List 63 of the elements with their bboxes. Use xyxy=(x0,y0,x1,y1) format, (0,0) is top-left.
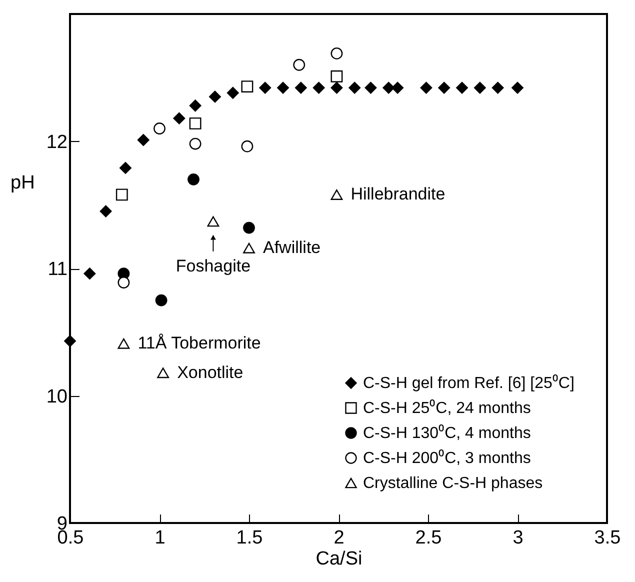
point xyxy=(330,47,343,60)
point xyxy=(364,82,377,94)
x-axis-title: Ca/Si xyxy=(316,548,362,570)
annotation: 11Å Tobermorite xyxy=(138,334,261,353)
point xyxy=(241,140,254,152)
point xyxy=(118,276,130,288)
point xyxy=(84,268,96,280)
point xyxy=(438,82,450,94)
point xyxy=(243,242,255,254)
point xyxy=(330,82,343,94)
point xyxy=(189,117,202,130)
point xyxy=(155,294,168,306)
point xyxy=(226,86,239,99)
point xyxy=(173,112,186,124)
x-tick-label: 2 xyxy=(334,528,344,548)
annotation: Afwillite xyxy=(263,238,321,258)
point xyxy=(348,82,361,94)
point xyxy=(420,82,432,94)
point xyxy=(118,338,130,349)
point xyxy=(259,82,272,94)
point xyxy=(474,82,486,94)
point xyxy=(209,90,221,103)
point xyxy=(312,82,325,94)
annotation: Foshagite xyxy=(176,256,251,276)
y-tick-label: 11 xyxy=(48,259,68,280)
point xyxy=(137,134,150,146)
point xyxy=(277,82,289,94)
point xyxy=(157,368,170,378)
point xyxy=(207,216,220,227)
point xyxy=(392,82,404,94)
point xyxy=(189,100,202,112)
point xyxy=(64,335,76,347)
legend-label: C-S-H 130⁰C, 4 months xyxy=(363,424,531,442)
point xyxy=(382,82,395,94)
point xyxy=(293,58,306,71)
annotation: Xonotlite xyxy=(177,362,244,382)
legend-label: Crystalline C-S-H phases xyxy=(363,475,543,492)
y-tick-label: 12 xyxy=(46,132,68,153)
point xyxy=(189,138,202,150)
annotation: Hillebrandite xyxy=(350,184,446,204)
legend-label: C-S-H gel from Ref. [6] [25⁰C] xyxy=(363,374,574,392)
point xyxy=(154,122,166,134)
x-tick-label: 3.5 xyxy=(594,528,621,548)
legend-label: C-S-H 25⁰C, 24 months xyxy=(363,399,531,417)
point xyxy=(120,162,132,174)
point xyxy=(492,82,504,94)
x-tick-label: 3 xyxy=(512,528,524,548)
point xyxy=(330,70,343,82)
point xyxy=(243,222,255,234)
point xyxy=(241,80,254,92)
point xyxy=(116,188,128,201)
x-tick-label: 2.5 xyxy=(415,528,442,548)
point xyxy=(456,82,468,94)
x-tick-label: 1 xyxy=(154,528,166,548)
point xyxy=(100,205,112,218)
y-tick-label: 10 xyxy=(46,386,68,408)
x-tick-label: 1.5 xyxy=(236,528,263,548)
point xyxy=(294,82,307,94)
point xyxy=(512,82,524,94)
y-axis-title: pH xyxy=(10,172,35,194)
point xyxy=(330,189,343,200)
legend-label: C-S-H 200⁰C, 3 months xyxy=(363,449,531,467)
point xyxy=(188,173,200,186)
